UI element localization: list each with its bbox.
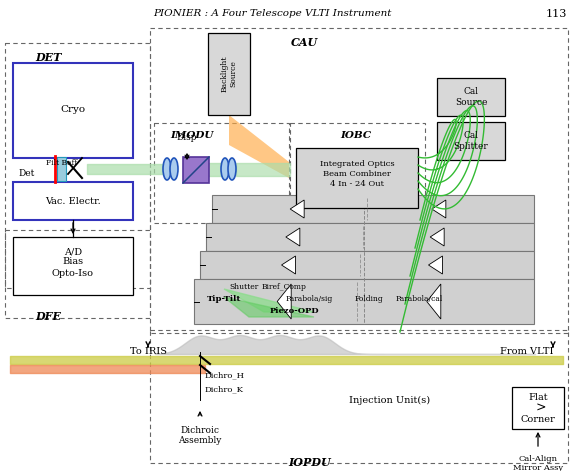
Text: Shutter: Shutter bbox=[229, 283, 259, 291]
Bar bbox=[13, 182, 133, 220]
Bar bbox=[150, 330, 568, 463]
Polygon shape bbox=[286, 228, 300, 246]
Bar bbox=[206, 223, 534, 251]
Polygon shape bbox=[290, 200, 304, 218]
Polygon shape bbox=[229, 115, 289, 178]
Bar bbox=[200, 251, 534, 279]
Bar bbox=[13, 237, 133, 295]
Bar bbox=[437, 78, 505, 116]
Text: Dichro_H: Dichro_H bbox=[205, 371, 245, 379]
Bar bbox=[154, 123, 289, 223]
Bar bbox=[296, 148, 418, 208]
Bar bbox=[512, 387, 564, 429]
Ellipse shape bbox=[221, 158, 229, 180]
Text: Biref_Comp: Biref_Comp bbox=[262, 283, 306, 291]
Text: Dichroic
Assembly: Dichroic Assembly bbox=[178, 426, 222, 446]
Text: Dichro_K: Dichro_K bbox=[205, 385, 244, 393]
Text: >: > bbox=[536, 401, 546, 414]
Text: Corner: Corner bbox=[520, 414, 555, 423]
Bar bbox=[194, 279, 534, 324]
Polygon shape bbox=[427, 284, 441, 319]
Text: PIONIER : A Four Telescope VLTI Instrument: PIONIER : A Four Telescope VLTI Instrume… bbox=[154, 9, 392, 18]
Text: 4 In - 24 Out: 4 In - 24 Out bbox=[330, 180, 384, 188]
Bar bbox=[212, 195, 534, 223]
Text: A/D: A/D bbox=[64, 247, 82, 257]
Bar bbox=[183, 157, 209, 183]
Text: Parabola/sig: Parabola/sig bbox=[285, 295, 332, 303]
Text: Cal
Source: Cal Source bbox=[455, 87, 487, 107]
Text: Flat: Flat bbox=[528, 392, 548, 401]
Text: Opto-Iso: Opto-Iso bbox=[52, 268, 94, 277]
Text: IOPDU: IOPDU bbox=[289, 457, 331, 468]
Text: IMODU: IMODU bbox=[170, 131, 214, 140]
Bar bbox=[290, 123, 425, 223]
Text: 113: 113 bbox=[546, 9, 567, 19]
Text: Folding: Folding bbox=[355, 295, 384, 303]
Bar bbox=[13, 63, 133, 158]
Text: Tip-Tilt: Tip-Tilt bbox=[207, 295, 241, 303]
Text: Bias: Bias bbox=[63, 258, 83, 267]
Polygon shape bbox=[432, 200, 446, 218]
Text: Det: Det bbox=[18, 170, 34, 179]
Text: Parabola/cal: Parabola/cal bbox=[396, 295, 443, 303]
Text: From VLTI: From VLTI bbox=[500, 348, 553, 357]
Text: Cal-Align
Mirror Assy: Cal-Align Mirror Assy bbox=[513, 455, 563, 471]
Ellipse shape bbox=[163, 158, 171, 180]
Polygon shape bbox=[277, 284, 291, 319]
Text: To IRIS: To IRIS bbox=[129, 348, 167, 357]
Text: Beam Combiner: Beam Combiner bbox=[323, 170, 391, 178]
Polygon shape bbox=[224, 297, 314, 317]
Bar bbox=[5, 43, 150, 288]
Text: Integrated Optics: Integrated Optics bbox=[320, 160, 394, 168]
Bar bbox=[150, 28, 568, 333]
Text: Filt Baff: Filt Baff bbox=[47, 159, 78, 167]
Text: Disp: Disp bbox=[177, 133, 197, 143]
Ellipse shape bbox=[228, 158, 236, 180]
Bar bbox=[437, 122, 505, 160]
Text: Backlight
Source: Backlight Source bbox=[220, 56, 237, 92]
Polygon shape bbox=[282, 256, 296, 274]
Bar bbox=[208, 33, 250, 115]
Text: CAU: CAU bbox=[292, 37, 319, 48]
Text: DET: DET bbox=[35, 52, 61, 63]
Ellipse shape bbox=[170, 158, 178, 180]
Text: Cal
Splitter: Cal Splitter bbox=[454, 131, 488, 151]
Bar bbox=[5, 230, 150, 318]
Text: Injection Unit(s): Injection Unit(s) bbox=[350, 396, 431, 405]
Polygon shape bbox=[428, 256, 443, 274]
Text: Piezo-OPD: Piezo-OPD bbox=[269, 307, 319, 315]
Bar bbox=[57, 157, 66, 181]
Text: IOBC: IOBC bbox=[340, 131, 371, 140]
Polygon shape bbox=[224, 289, 314, 312]
Text: Vac. Electr.: Vac. Electr. bbox=[45, 196, 101, 205]
Text: Cryo: Cryo bbox=[60, 106, 86, 114]
Text: DFE: DFE bbox=[35, 311, 61, 322]
Polygon shape bbox=[430, 228, 444, 246]
